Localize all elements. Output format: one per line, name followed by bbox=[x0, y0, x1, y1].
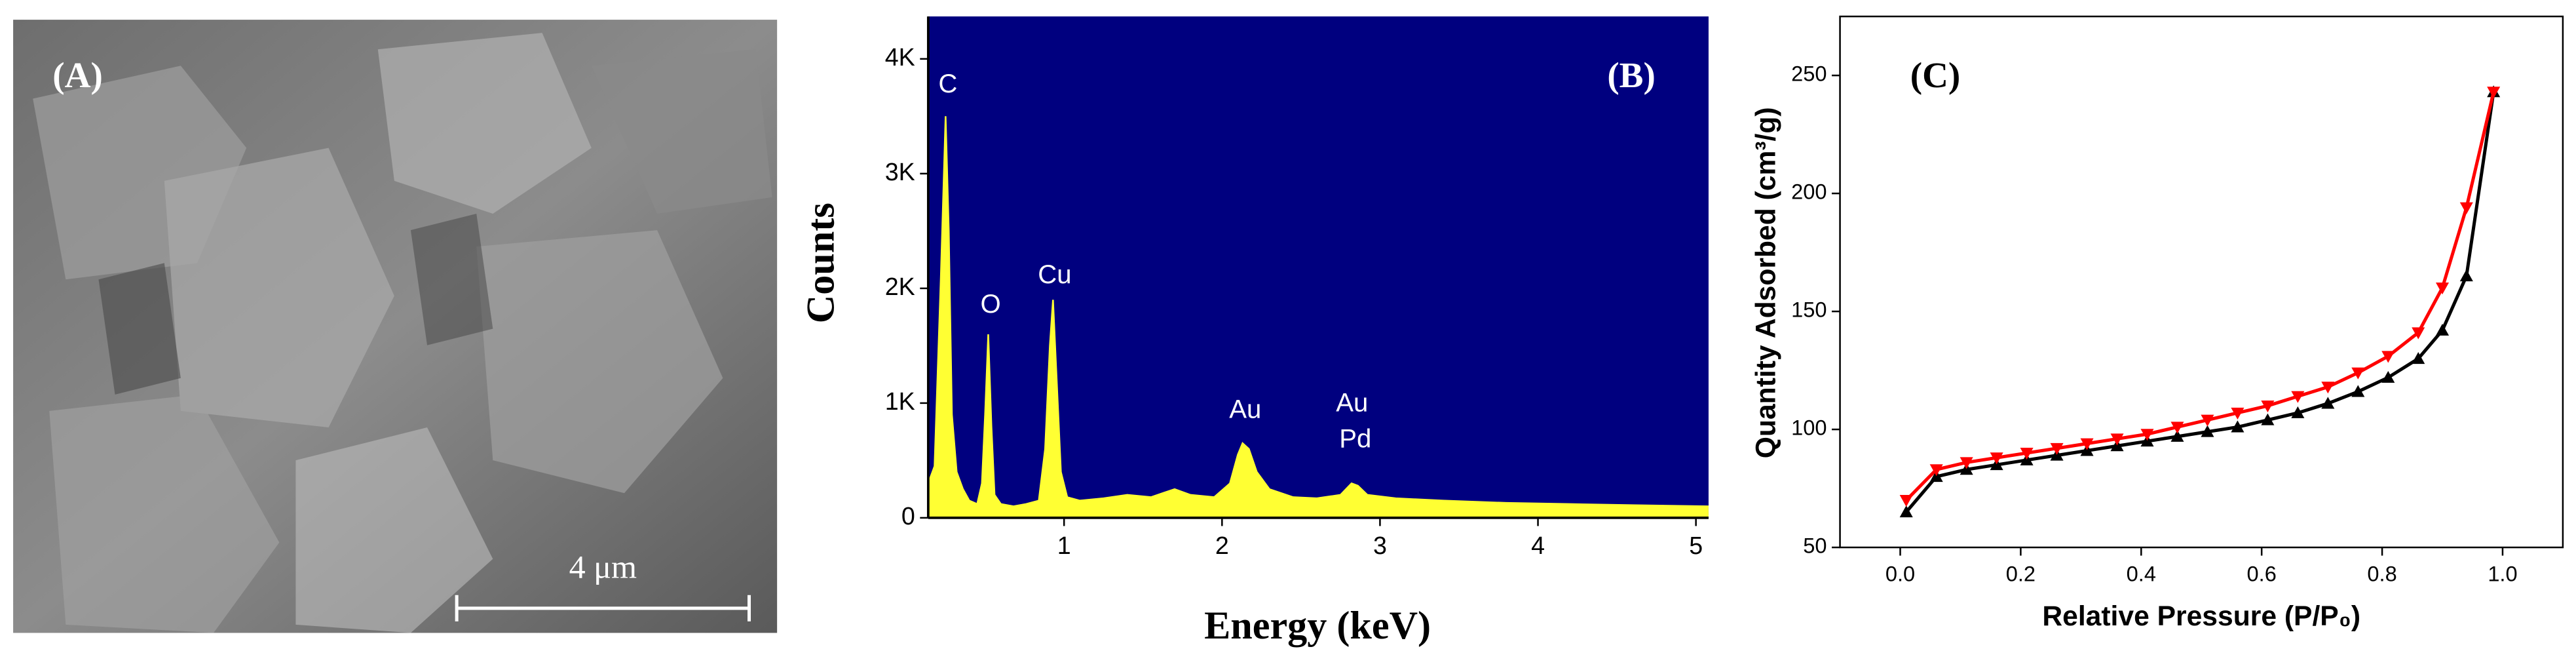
series-line bbox=[1904, 91, 2495, 501]
peak-label: C bbox=[938, 69, 957, 98]
y-tick-label: 1K bbox=[885, 387, 915, 415]
data-point bbox=[2110, 433, 2124, 446]
data-point bbox=[2381, 351, 2395, 363]
x-tick-label: 0.6 bbox=[2247, 561, 2277, 585]
y-tick-label: 3K bbox=[885, 158, 915, 186]
x-tick-label: 1 bbox=[1057, 532, 1071, 559]
x-tick-label: 5 bbox=[1689, 532, 1703, 559]
y-tick-label: 4K bbox=[885, 43, 915, 71]
y-tick-label: 150 bbox=[1791, 298, 1827, 322]
data-point bbox=[2080, 438, 2094, 450]
data-point bbox=[2487, 87, 2501, 99]
x-tick-label: 0.2 bbox=[2006, 561, 2036, 585]
data-point bbox=[2201, 414, 2214, 427]
data-point bbox=[2321, 397, 2335, 409]
y-tick-label: 100 bbox=[1791, 416, 1827, 440]
data-point bbox=[1960, 457, 1973, 469]
data-point bbox=[2351, 367, 2365, 380]
data-point bbox=[1990, 452, 2003, 465]
data-point bbox=[2261, 413, 2275, 425]
data-point bbox=[2050, 442, 2064, 455]
data-point bbox=[2231, 420, 2245, 433]
data-point bbox=[2321, 382, 2335, 394]
peak-label: Au bbox=[1336, 387, 1368, 417]
x-tick-label: 1.0 bbox=[2488, 561, 2517, 585]
sem-image: (A) 4 μm bbox=[13, 20, 778, 633]
panel-label: (A) bbox=[52, 55, 103, 95]
data-point bbox=[2459, 202, 2473, 214]
y-tick-label: 50 bbox=[1803, 534, 1827, 558]
data-point bbox=[2291, 406, 2305, 418]
x-tick-label: 0.8 bbox=[2367, 561, 2396, 585]
data-point bbox=[2291, 391, 2305, 403]
spectrum-line bbox=[927, 116, 1709, 507]
y-tick-label: 200 bbox=[1791, 180, 1827, 204]
peak-label: Cu bbox=[1038, 260, 1071, 289]
peak-label: Pd bbox=[1339, 424, 1371, 454]
x-tick-label: 4 bbox=[1531, 532, 1545, 559]
data-point bbox=[2170, 429, 2184, 442]
y-tick-label: 250 bbox=[1791, 62, 1827, 86]
panel-label: (C) bbox=[1910, 55, 1961, 95]
scale-bar-label: 4 μm bbox=[569, 549, 637, 585]
x-tick-label: 0.0 bbox=[1885, 561, 1915, 585]
bet-panel: 50 100 150 200 250 0.0 0.2 0.4 0.6 0.8 1.0 Relative… bbox=[1750, 15, 2564, 632]
y-axis-label: Quantity Adsorbed (cm³/g) bbox=[1750, 107, 1781, 458]
plot-frame bbox=[1839, 15, 2564, 549]
data-point bbox=[2412, 327, 2425, 340]
x-tick-label: 3 bbox=[1373, 532, 1387, 559]
data-point bbox=[2412, 352, 2425, 364]
data-point bbox=[2170, 422, 2184, 434]
data-point bbox=[1929, 464, 1943, 477]
x-axis-label: Relative Pressure (P/P₀) bbox=[2042, 600, 2360, 632]
data-point bbox=[2261, 401, 2275, 413]
panel-label: (B) bbox=[1607, 55, 1656, 95]
data-point bbox=[2020, 448, 2034, 460]
data-point bbox=[2381, 370, 2395, 383]
data-point bbox=[2231, 407, 2245, 420]
series-line bbox=[1904, 91, 2495, 513]
x-tick-label: 0.4 bbox=[2127, 561, 2156, 585]
data-point bbox=[1899, 505, 1913, 518]
peak-label: O bbox=[981, 289, 1001, 319]
y-tick-label: 2K bbox=[885, 273, 915, 300]
data-point bbox=[2201, 425, 2214, 437]
data-point bbox=[2351, 385, 2365, 397]
data-point bbox=[2435, 323, 2450, 336]
data-point bbox=[2140, 429, 2154, 441]
eds-panel: 0 1K 2K 3K 4K 1 2 3 4 5 Energy (keV) Counts (B) C O Cu A… bbox=[799, 16, 1709, 648]
x-axis-label: Energy (keV) bbox=[1204, 604, 1431, 648]
peak-label: Au bbox=[1229, 395, 1261, 424]
data-point bbox=[2459, 269, 2473, 282]
y-axis-label: Counts bbox=[799, 203, 843, 323]
data-point bbox=[2435, 283, 2450, 295]
x-tick-label: 2 bbox=[1215, 532, 1229, 559]
data-point bbox=[1899, 495, 1913, 507]
y-tick-label: 0 bbox=[901, 502, 915, 530]
